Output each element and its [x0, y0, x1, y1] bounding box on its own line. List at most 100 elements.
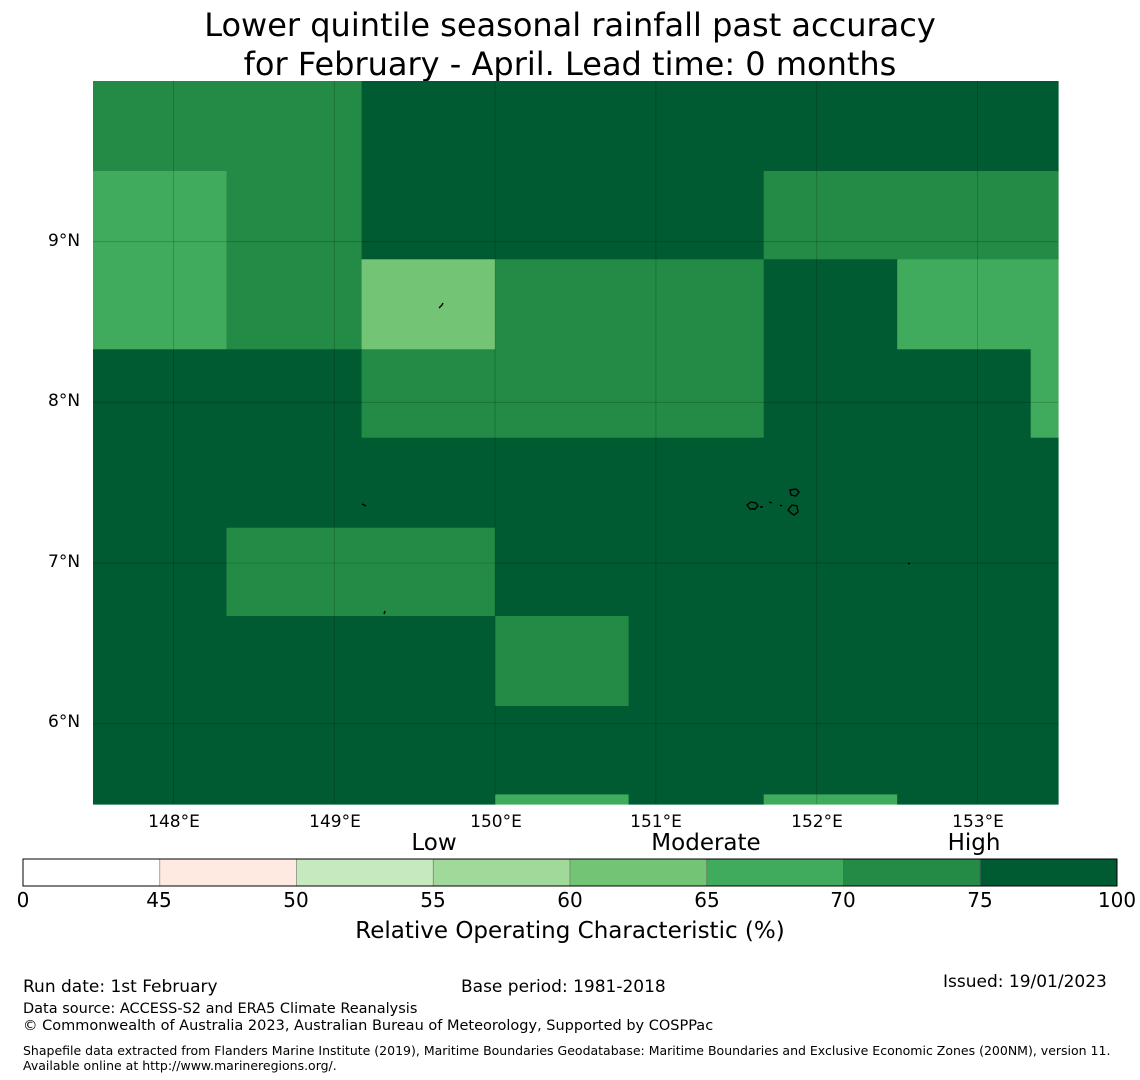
colorbar-tick: 45	[146, 888, 172, 912]
colorbar-segment	[296, 858, 434, 887]
map-cell	[628, 616, 765, 707]
colorbar-segment	[159, 858, 298, 887]
map-cell	[763, 616, 898, 707]
lat-label-7n: 7°N	[48, 552, 81, 572]
colorbar	[22, 858, 1118, 887]
map-cell	[897, 794, 1032, 805]
map-cell	[1030, 527, 1059, 617]
map-cells	[93, 81, 1059, 805]
map-cell	[226, 349, 363, 439]
lon-label-149e: 149°E	[309, 812, 361, 832]
colorbar-segment	[432, 858, 571, 887]
island-outline	[907, 562, 911, 565]
map-cell	[495, 171, 630, 260]
map-cell	[495, 349, 630, 439]
map-cell	[93, 259, 228, 350]
base-period: Base period: 1981-2018	[461, 977, 666, 997]
map-cell	[763, 259, 898, 350]
map-cell	[93, 171, 228, 260]
map-cell	[628, 437, 765, 529]
map-cell	[361, 616, 496, 707]
map-cell	[361, 171, 496, 260]
map-cell	[763, 349, 898, 439]
map-cell	[897, 259, 1032, 350]
map-cell	[763, 706, 898, 795]
map-cell	[226, 81, 363, 172]
colorbar-segment	[706, 858, 844, 887]
colorbar-segment	[569, 858, 708, 887]
map-cell	[763, 527, 898, 617]
map-cell	[1030, 349, 1059, 439]
run-date: Run date: 1st February	[23, 977, 218, 997]
map-cell	[495, 81, 630, 172]
map-cell	[93, 349, 228, 439]
map-cell	[763, 81, 898, 172]
map-cell	[495, 259, 630, 350]
map-cell	[628, 794, 765, 805]
map-cell	[226, 616, 363, 707]
map-cell	[763, 794, 898, 805]
map-cell	[93, 437, 228, 529]
colorbar-tick: 100	[1097, 888, 1137, 912]
shapefile-credit: Shapefile data extracted from Flanders M…	[23, 1043, 1111, 1073]
map-cell	[361, 527, 496, 617]
map-cell	[897, 81, 1032, 172]
island-outline	[787, 488, 800, 516]
map-cell	[93, 81, 228, 172]
lon-label-148e: 148°E	[148, 812, 200, 832]
map-cell	[226, 794, 363, 805]
colorbar-tick: 0	[16, 888, 30, 912]
colorbar-tick: 55	[420, 888, 446, 912]
map-cell	[897, 349, 1032, 439]
map-cell	[1030, 706, 1059, 795]
colorbar-tick: 50	[283, 888, 309, 912]
lon-label-151e: 151°E	[630, 812, 682, 832]
island-outlines	[361, 302, 911, 615]
map-cell	[495, 437, 630, 529]
colorbar-title: Relative Operating Characteristic (%)	[355, 918, 785, 944]
map-cell	[628, 706, 765, 795]
map-cell	[1030, 794, 1059, 805]
map-cell	[93, 527, 228, 617]
map-cell	[495, 706, 630, 795]
map-cell	[897, 706, 1032, 795]
map-cell	[628, 171, 765, 260]
map-cell	[93, 616, 228, 707]
map-cell	[495, 794, 630, 805]
map-cell	[897, 171, 1032, 260]
colorbar-segment	[843, 858, 981, 887]
category-low: Low	[411, 830, 457, 856]
island-outline	[361, 503, 367, 507]
map-cell	[226, 437, 363, 529]
map-cell	[361, 437, 496, 529]
map-cell	[495, 616, 630, 707]
island-outline	[438, 302, 444, 309]
map-cell	[763, 171, 898, 260]
map-cell	[226, 706, 363, 795]
map-cell	[628, 349, 765, 439]
map-cell	[226, 527, 363, 617]
data-source: Data source: ACCESS-S2 and ERA5 Climate …	[23, 1001, 418, 1017]
map-cell	[897, 527, 1032, 617]
colorbar-segment	[979, 858, 1118, 887]
map-cell	[1030, 171, 1059, 260]
map-cell	[1030, 437, 1059, 529]
island-outline	[383, 610, 386, 615]
lon-label-152e: 152°E	[791, 812, 843, 832]
colorbar-tick: 60	[557, 888, 583, 912]
map-cell	[93, 706, 228, 795]
colorbar-tick: 75	[967, 888, 993, 912]
map-cell	[361, 349, 496, 439]
map-cell	[1030, 81, 1059, 172]
map-cell	[1030, 259, 1059, 350]
map-cell	[226, 259, 363, 350]
map-cell	[361, 81, 496, 172]
map-cell	[897, 437, 1032, 529]
map-cell	[628, 81, 765, 172]
category-moderate: Moderate	[651, 830, 761, 856]
map-cell	[361, 259, 496, 350]
lon-label-153e: 153°E	[952, 812, 1004, 832]
map-gridlines	[93, 81, 1058, 804]
map-cell	[495, 527, 630, 617]
